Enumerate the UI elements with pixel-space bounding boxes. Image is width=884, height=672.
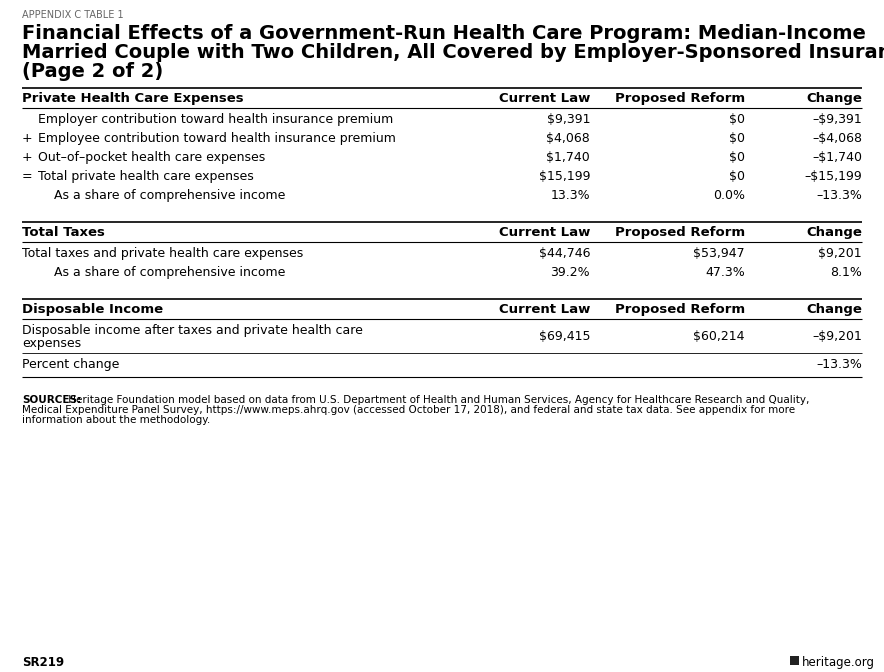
Text: 8.1%: 8.1% — [830, 266, 862, 279]
Text: Medical Expenditure Panel Survey, https://www.meps.ahrq.gov (accessed October 17: Medical Expenditure Panel Survey, https:… — [22, 405, 795, 415]
Text: $69,415: $69,415 — [538, 330, 590, 343]
Text: APPENDIX C TABLE 1: APPENDIX C TABLE 1 — [22, 10, 124, 20]
Text: –$1,740: –$1,740 — [812, 151, 862, 164]
Bar — [790, 656, 799, 665]
Text: heritage.org: heritage.org — [802, 656, 875, 669]
Text: Employer contribution toward health insurance premium: Employer contribution toward health insu… — [38, 113, 393, 126]
Text: Change: Change — [806, 92, 862, 105]
Text: –$15,199: –$15,199 — [804, 170, 862, 183]
Text: Total private health care expenses: Total private health care expenses — [38, 170, 254, 183]
Text: $1,740: $1,740 — [546, 151, 590, 164]
Text: 39.2%: 39.2% — [551, 266, 590, 279]
Text: +: + — [22, 151, 33, 164]
Text: Total taxes and private health care expenses: Total taxes and private health care expe… — [22, 247, 303, 260]
Text: Heritage Foundation model based on data from U.S. Department of Health and Human: Heritage Foundation model based on data … — [65, 395, 810, 405]
Text: Disposable Income: Disposable Income — [22, 303, 164, 316]
Text: SR219: SR219 — [22, 656, 65, 669]
Text: Financial Effects of a Government-Run Health Care Program: Median-Income: Financial Effects of a Government-Run He… — [22, 24, 865, 43]
Text: $4,068: $4,068 — [546, 132, 590, 145]
Text: Change: Change — [806, 226, 862, 239]
Text: (Page 2 of 2): (Page 2 of 2) — [22, 62, 164, 81]
Text: $44,746: $44,746 — [538, 247, 590, 260]
Text: Private Health Care Expenses: Private Health Care Expenses — [22, 92, 244, 105]
Text: $15,199: $15,199 — [538, 170, 590, 183]
Text: Proposed Reform: Proposed Reform — [615, 303, 745, 316]
Text: –$9,391: –$9,391 — [812, 113, 862, 126]
Text: –$4,068: –$4,068 — [812, 132, 862, 145]
Text: Change: Change — [806, 303, 862, 316]
Text: As a share of comprehensive income: As a share of comprehensive income — [54, 266, 286, 279]
Text: SOURCES:: SOURCES: — [22, 395, 81, 405]
Text: $9,201: $9,201 — [819, 247, 862, 260]
Text: 0.0%: 0.0% — [713, 189, 745, 202]
Text: Employee contribution toward health insurance premium: Employee contribution toward health insu… — [38, 132, 396, 145]
Text: –$9,201: –$9,201 — [812, 330, 862, 343]
Text: +: + — [22, 132, 33, 145]
Text: $0: $0 — [729, 132, 745, 145]
Text: Percent change: Percent change — [22, 358, 119, 371]
Text: Married Couple with Two Children, All Covered by Employer-Sponsored Insurance: Married Couple with Two Children, All Co… — [22, 43, 884, 62]
Text: $53,947: $53,947 — [693, 247, 745, 260]
Text: Proposed Reform: Proposed Reform — [615, 226, 745, 239]
Text: Out–of–pocket health care expenses: Out–of–pocket health care expenses — [38, 151, 265, 164]
Text: –13.3%: –13.3% — [816, 358, 862, 371]
Text: 13.3%: 13.3% — [551, 189, 590, 202]
Text: –13.3%: –13.3% — [816, 189, 862, 202]
Text: $0: $0 — [729, 151, 745, 164]
Text: Proposed Reform: Proposed Reform — [615, 92, 745, 105]
Text: =: = — [22, 170, 33, 183]
Text: Current Law: Current Law — [499, 92, 590, 105]
Text: Total Taxes: Total Taxes — [22, 226, 105, 239]
Text: $60,214: $60,214 — [694, 330, 745, 343]
Text: expenses: expenses — [22, 337, 81, 350]
Text: Disposable income after taxes and private health care: Disposable income after taxes and privat… — [22, 324, 362, 337]
Text: As a share of comprehensive income: As a share of comprehensive income — [54, 189, 286, 202]
Text: $9,391: $9,391 — [546, 113, 590, 126]
Text: $0: $0 — [729, 113, 745, 126]
Text: $0: $0 — [729, 170, 745, 183]
Text: information about the methodology.: information about the methodology. — [22, 415, 210, 425]
Text: Current Law: Current Law — [499, 303, 590, 316]
Text: Current Law: Current Law — [499, 226, 590, 239]
Text: 47.3%: 47.3% — [705, 266, 745, 279]
